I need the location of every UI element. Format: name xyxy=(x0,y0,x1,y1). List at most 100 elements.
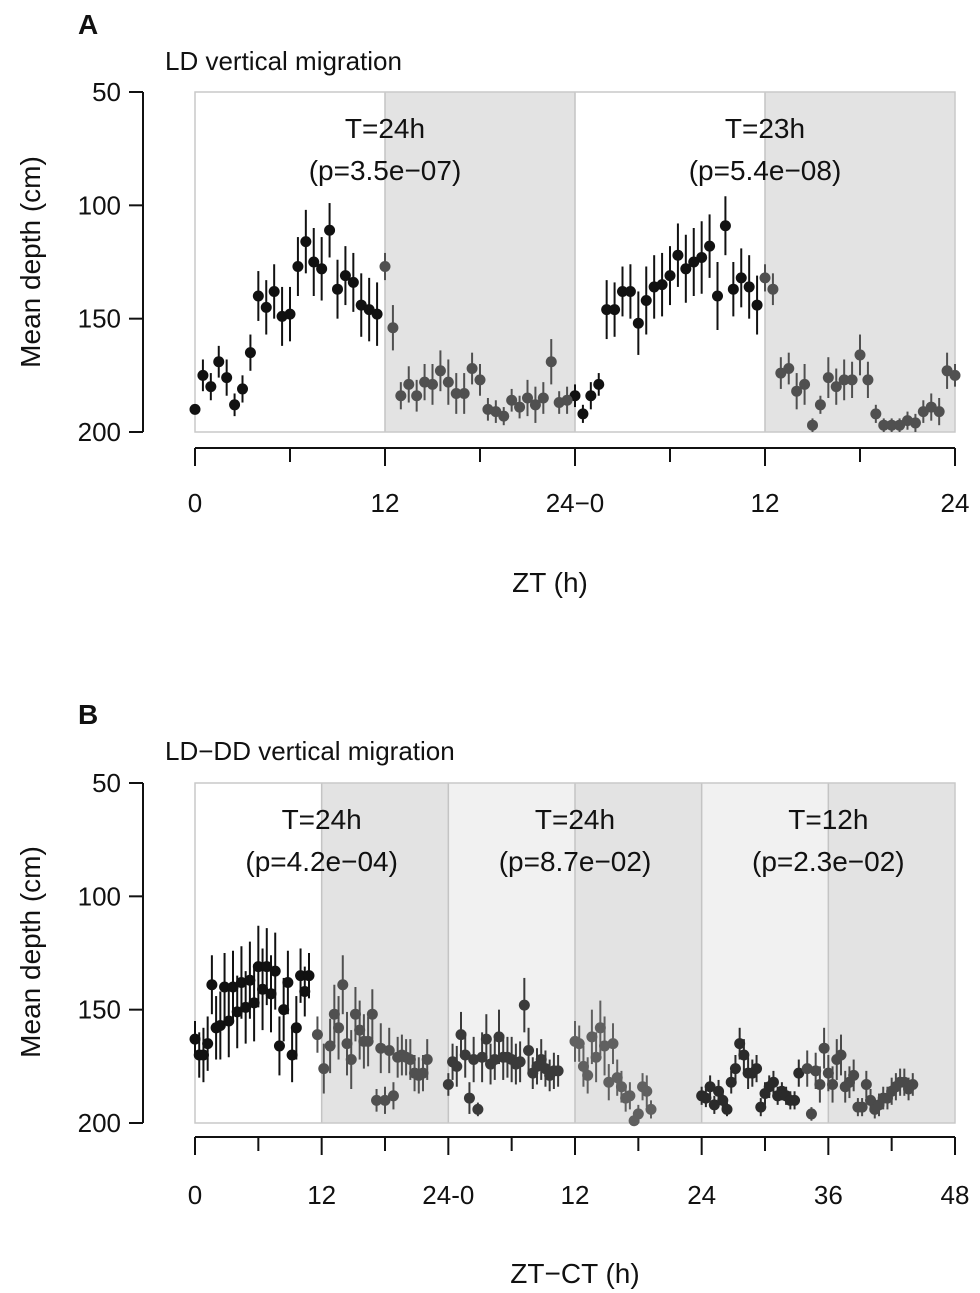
data-point xyxy=(814,399,826,411)
data-point xyxy=(827,1078,839,1090)
data-point xyxy=(284,308,296,320)
data-point xyxy=(202,1038,214,1050)
data-point xyxy=(227,981,239,993)
data-point xyxy=(573,1038,585,1050)
data-point xyxy=(366,1008,378,1020)
data-point xyxy=(593,378,605,390)
data-point xyxy=(933,406,945,418)
data-point xyxy=(362,1035,374,1047)
data-point xyxy=(545,356,557,368)
data-point xyxy=(640,295,652,307)
x-tick-label: 36 xyxy=(814,1180,843,1210)
annotation-period: T=12h xyxy=(788,804,868,835)
data-point xyxy=(522,392,533,404)
data-point xyxy=(205,381,217,393)
panel-b-plot: 50 100 150 200 0 12 24-0 12 24 36 48 T=24h (p=4.2e−0… xyxy=(78,768,970,1210)
data-point xyxy=(273,1040,285,1052)
plot-frame xyxy=(194,91,956,433)
data-point xyxy=(632,1108,644,1120)
data-point xyxy=(713,1085,725,1097)
data-point xyxy=(822,1067,834,1079)
data-point xyxy=(468,1054,480,1066)
data-point xyxy=(886,419,898,431)
data-point xyxy=(347,276,359,288)
data-point xyxy=(721,1103,733,1115)
x-tick-label: 24 xyxy=(687,1180,716,1210)
data-point xyxy=(237,383,248,395)
x-tick-label: 24−0 xyxy=(546,488,605,518)
data-point xyxy=(599,1040,611,1052)
data-point xyxy=(295,970,307,982)
data-point xyxy=(577,408,589,420)
data-point xyxy=(624,1090,636,1102)
data-point xyxy=(354,1024,366,1036)
data-point xyxy=(603,1076,615,1088)
data-point xyxy=(645,1103,657,1115)
data-point xyxy=(755,1101,767,1113)
data-point xyxy=(607,1038,619,1050)
panel-a-plot: 50 100 150 200 0 12 24−0 12 24 T=24h (p=3.5e−07) T=… xyxy=(78,77,970,518)
y-tick-label: 200 xyxy=(78,417,121,447)
data-point xyxy=(822,372,834,384)
x-tick-label: 48 xyxy=(941,1180,970,1210)
data-point xyxy=(577,1060,589,1072)
x-tick-label: 12 xyxy=(561,1180,590,1210)
data-point xyxy=(328,1008,340,1020)
data-point xyxy=(561,394,573,406)
annotation-pvalue: (p=2.3e−02) xyxy=(752,846,905,877)
data-point xyxy=(537,392,549,404)
data-point xyxy=(617,285,628,297)
data-point xyxy=(704,1081,716,1093)
panel-b-title: LD−DD vertical migration xyxy=(165,736,455,766)
data-point xyxy=(292,261,304,273)
x-tick-label: 0 xyxy=(188,1180,202,1210)
data-point xyxy=(738,1049,750,1061)
data-point xyxy=(783,363,795,375)
data-point xyxy=(311,1029,323,1041)
data-point xyxy=(725,1076,737,1088)
data-point xyxy=(846,374,858,386)
data-point xyxy=(611,1072,623,1084)
data-point xyxy=(586,1031,598,1043)
data-point xyxy=(664,270,676,282)
data-point xyxy=(609,304,621,316)
data-point xyxy=(751,1063,763,1075)
data-point xyxy=(672,249,684,261)
data-point xyxy=(860,1078,872,1090)
data-point xyxy=(805,1108,817,1120)
data-point xyxy=(371,308,383,320)
data-point xyxy=(337,979,349,991)
data-point xyxy=(870,408,882,420)
data-point xyxy=(480,1033,492,1045)
data-point xyxy=(286,1049,298,1061)
data-point xyxy=(474,374,486,386)
data-point xyxy=(835,1049,847,1061)
data-point xyxy=(656,279,668,291)
y-tick-label: 50 xyxy=(92,77,121,107)
data-point xyxy=(268,285,280,297)
data-point xyxy=(282,976,294,988)
data-point xyxy=(518,999,530,1011)
data-point xyxy=(450,387,462,399)
data-point xyxy=(582,1069,594,1081)
data-point xyxy=(717,1094,729,1106)
data-point xyxy=(466,363,478,375)
data-point xyxy=(387,1090,399,1102)
panel-a-ylabel: Mean depth (cm) xyxy=(15,156,46,368)
data-point xyxy=(529,399,541,411)
panel-a-xlabel: ZT (h) xyxy=(512,567,588,598)
data-point xyxy=(535,1054,547,1066)
data-point xyxy=(514,401,526,413)
data-point xyxy=(252,290,264,302)
data-point xyxy=(260,301,272,313)
data-point xyxy=(206,979,218,991)
annotation-pvalue: (p=3.5e−07) xyxy=(309,155,462,186)
data-point xyxy=(700,1092,712,1104)
data-point xyxy=(830,381,842,393)
data-point xyxy=(421,1054,433,1066)
data-point xyxy=(552,1065,564,1077)
data-point xyxy=(455,1029,467,1041)
data-point xyxy=(590,1051,602,1063)
data-point xyxy=(404,1054,416,1066)
data-point xyxy=(734,1038,746,1050)
